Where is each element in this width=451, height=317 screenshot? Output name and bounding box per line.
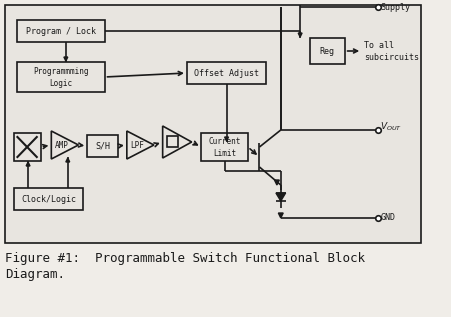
Text: Supply: Supply xyxy=(381,3,410,11)
Polygon shape xyxy=(64,57,68,61)
Text: Clock/Logic: Clock/Logic xyxy=(21,195,76,204)
Text: S/H: S/H xyxy=(95,141,110,151)
Bar xyxy=(14,133,41,161)
Bar xyxy=(18,62,105,92)
Text: Programmming: Programmming xyxy=(33,67,89,75)
Text: $V_{OUT}$: $V_{OUT}$ xyxy=(381,121,403,133)
Bar xyxy=(5,5,421,243)
Bar xyxy=(202,133,248,161)
Bar xyxy=(167,136,178,147)
Polygon shape xyxy=(298,33,302,37)
Polygon shape xyxy=(26,162,30,166)
Polygon shape xyxy=(276,193,285,201)
Text: Diagram.: Diagram. xyxy=(5,268,65,281)
Text: Program / Lock: Program / Lock xyxy=(26,27,96,36)
Polygon shape xyxy=(275,180,279,185)
Bar xyxy=(187,62,266,84)
Text: Figure #1:  Programmable Switch Functional Block: Figure #1: Programmable Switch Functiona… xyxy=(5,252,365,265)
Text: Reg: Reg xyxy=(320,47,335,55)
Text: GND: GND xyxy=(381,214,396,223)
Bar xyxy=(87,135,118,157)
Text: AMP: AMP xyxy=(55,140,69,150)
Bar xyxy=(18,20,105,42)
Bar xyxy=(310,38,345,64)
Polygon shape xyxy=(66,158,70,162)
Text: Offset Adjust: Offset Adjust xyxy=(194,68,259,77)
Polygon shape xyxy=(51,131,78,159)
Text: subcircuits: subcircuits xyxy=(364,53,419,61)
Text: Current: Current xyxy=(208,137,241,146)
Text: LPF: LPF xyxy=(130,140,144,150)
Text: To all: To all xyxy=(364,42,394,50)
Polygon shape xyxy=(278,213,283,218)
Polygon shape xyxy=(225,137,229,141)
Polygon shape xyxy=(163,126,192,158)
Text: Logic: Logic xyxy=(50,79,73,87)
Text: Limit: Limit xyxy=(213,148,236,158)
Polygon shape xyxy=(127,131,154,159)
Bar xyxy=(14,188,83,210)
